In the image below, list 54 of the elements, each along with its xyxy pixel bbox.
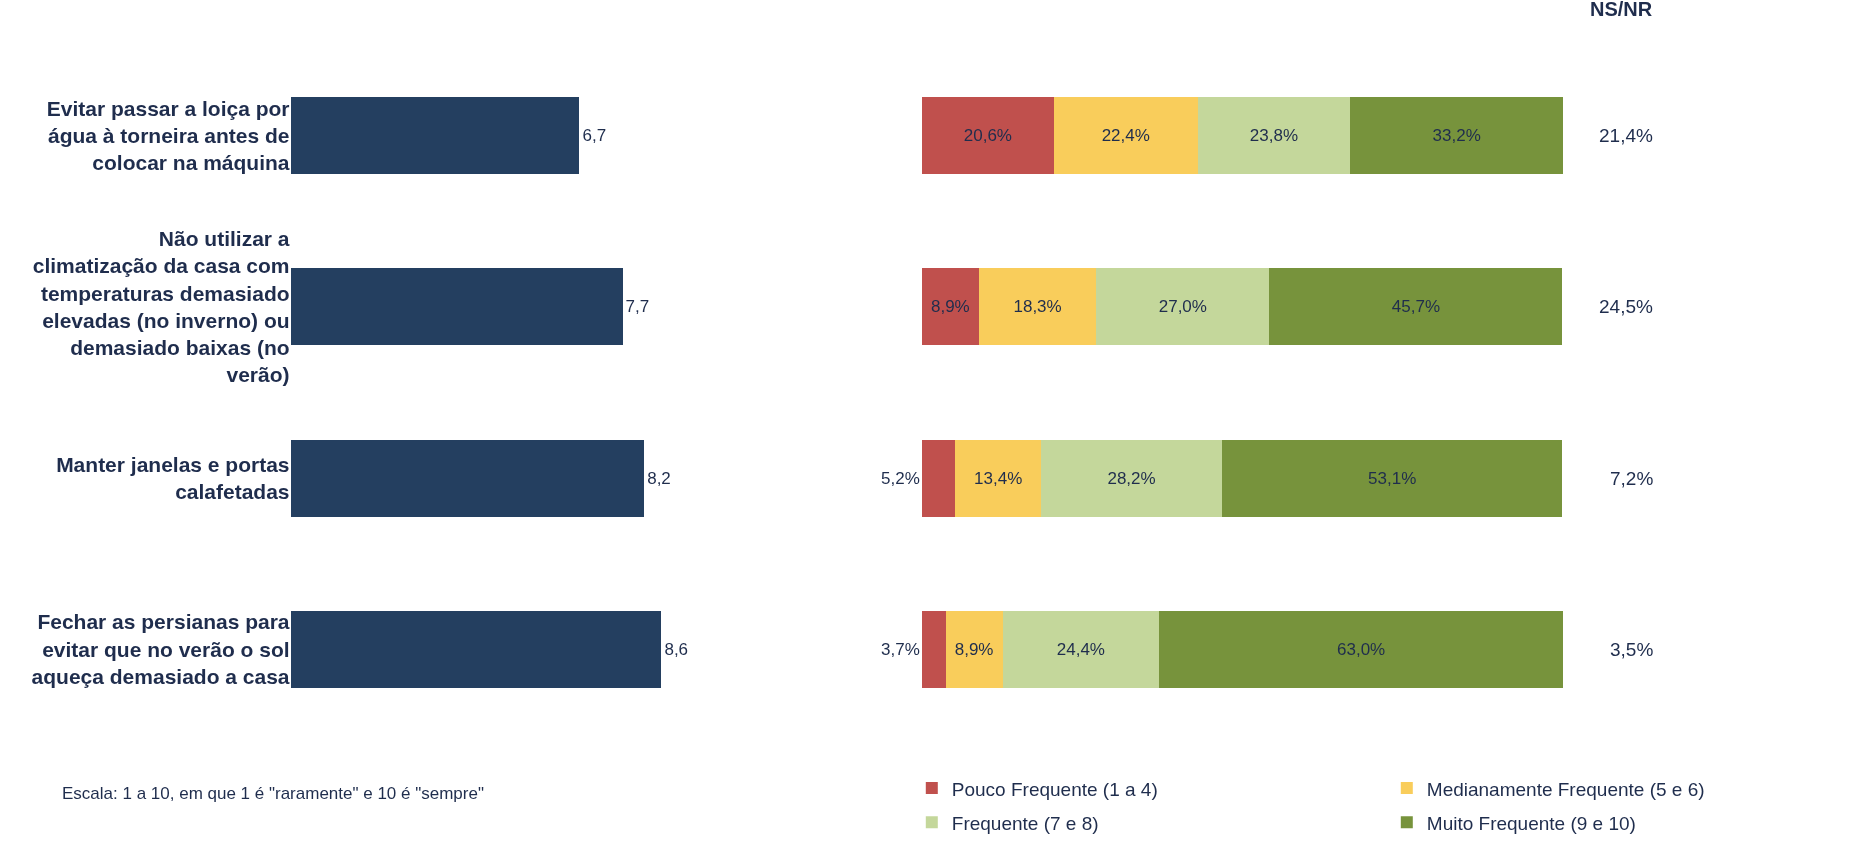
data-label: 33,2% xyxy=(1432,126,1481,146)
bar xyxy=(1269,268,1563,346)
data-label: 20,6% xyxy=(963,126,1012,146)
data-label: 53,1% xyxy=(1368,468,1417,488)
bar xyxy=(1197,97,1351,175)
y-tick-label: Evitar passar a loiça por água à torneira antes de colocar na máquina xyxy=(46,96,290,175)
data-label: 18,3% xyxy=(1013,297,1062,317)
data-label: 8,9% xyxy=(954,639,994,659)
data-label: 27,0% xyxy=(1158,297,1207,317)
bar xyxy=(290,268,623,346)
bar xyxy=(1041,439,1222,517)
bar xyxy=(1096,268,1270,346)
legend-label: Pouco Frequente (1 a 4) xyxy=(951,778,1158,800)
text: Escala: 1 a 10, em que 1 é "raramente" e 10 é "sempre" xyxy=(62,784,484,803)
data-label: 8,6 xyxy=(664,639,689,659)
data-label: 28,2% xyxy=(1107,468,1156,488)
data-label: 8,9% xyxy=(930,297,970,317)
text: 24,5% xyxy=(1599,296,1653,317)
bar xyxy=(290,439,645,517)
bar xyxy=(290,97,580,175)
data-label: 7,7 xyxy=(625,297,650,317)
data-label: 3,7% xyxy=(881,640,920,659)
data-label: 6,7 xyxy=(582,126,607,146)
text: 7,2% xyxy=(1610,468,1654,489)
legend-label: Frequente (7 e 8) xyxy=(951,812,1099,834)
data-label: 8,2 xyxy=(647,468,671,488)
data-label: 24,4% xyxy=(1056,639,1105,659)
bar xyxy=(1221,439,1563,517)
bar xyxy=(1053,97,1198,175)
data-label: 23,8% xyxy=(1249,126,1298,146)
bar xyxy=(921,439,956,517)
bar xyxy=(921,610,946,688)
bar xyxy=(1350,97,1564,175)
y-tick-label: Manter janelas e portas calafetadas xyxy=(56,452,290,504)
bar xyxy=(921,97,1054,175)
bar xyxy=(1159,610,1564,688)
text: NS/NR xyxy=(1590,0,1653,20)
text: 3,5% xyxy=(1610,639,1654,660)
bar xyxy=(978,268,1097,346)
data-label: 13,4% xyxy=(974,468,1023,488)
bar xyxy=(945,610,1003,688)
data-label: 45,7% xyxy=(1391,297,1441,317)
legend-label: Medianamente Frequente (5 e 6) xyxy=(1426,778,1705,800)
y-tick-label: Fechar as persianas para evitar que no verão o sol aqueça demasiado a casa xyxy=(31,610,290,689)
legend-label: Muito Frequente (9 e 10) xyxy=(1426,812,1636,834)
bar xyxy=(921,268,979,346)
bar xyxy=(1002,610,1160,688)
y-tick-label: Não utilizar a climatização da casa com temperaturas demasiado elevadas (no inverno) ou demasiado baixas (no verão) xyxy=(32,226,290,387)
data-label: 22,4% xyxy=(1101,126,1150,146)
bar xyxy=(955,439,1042,517)
bar xyxy=(290,610,662,688)
data-label: 5,2% xyxy=(881,469,920,488)
data-label: 63,0% xyxy=(1336,639,1386,659)
text: 21,4% xyxy=(1599,125,1653,146)
